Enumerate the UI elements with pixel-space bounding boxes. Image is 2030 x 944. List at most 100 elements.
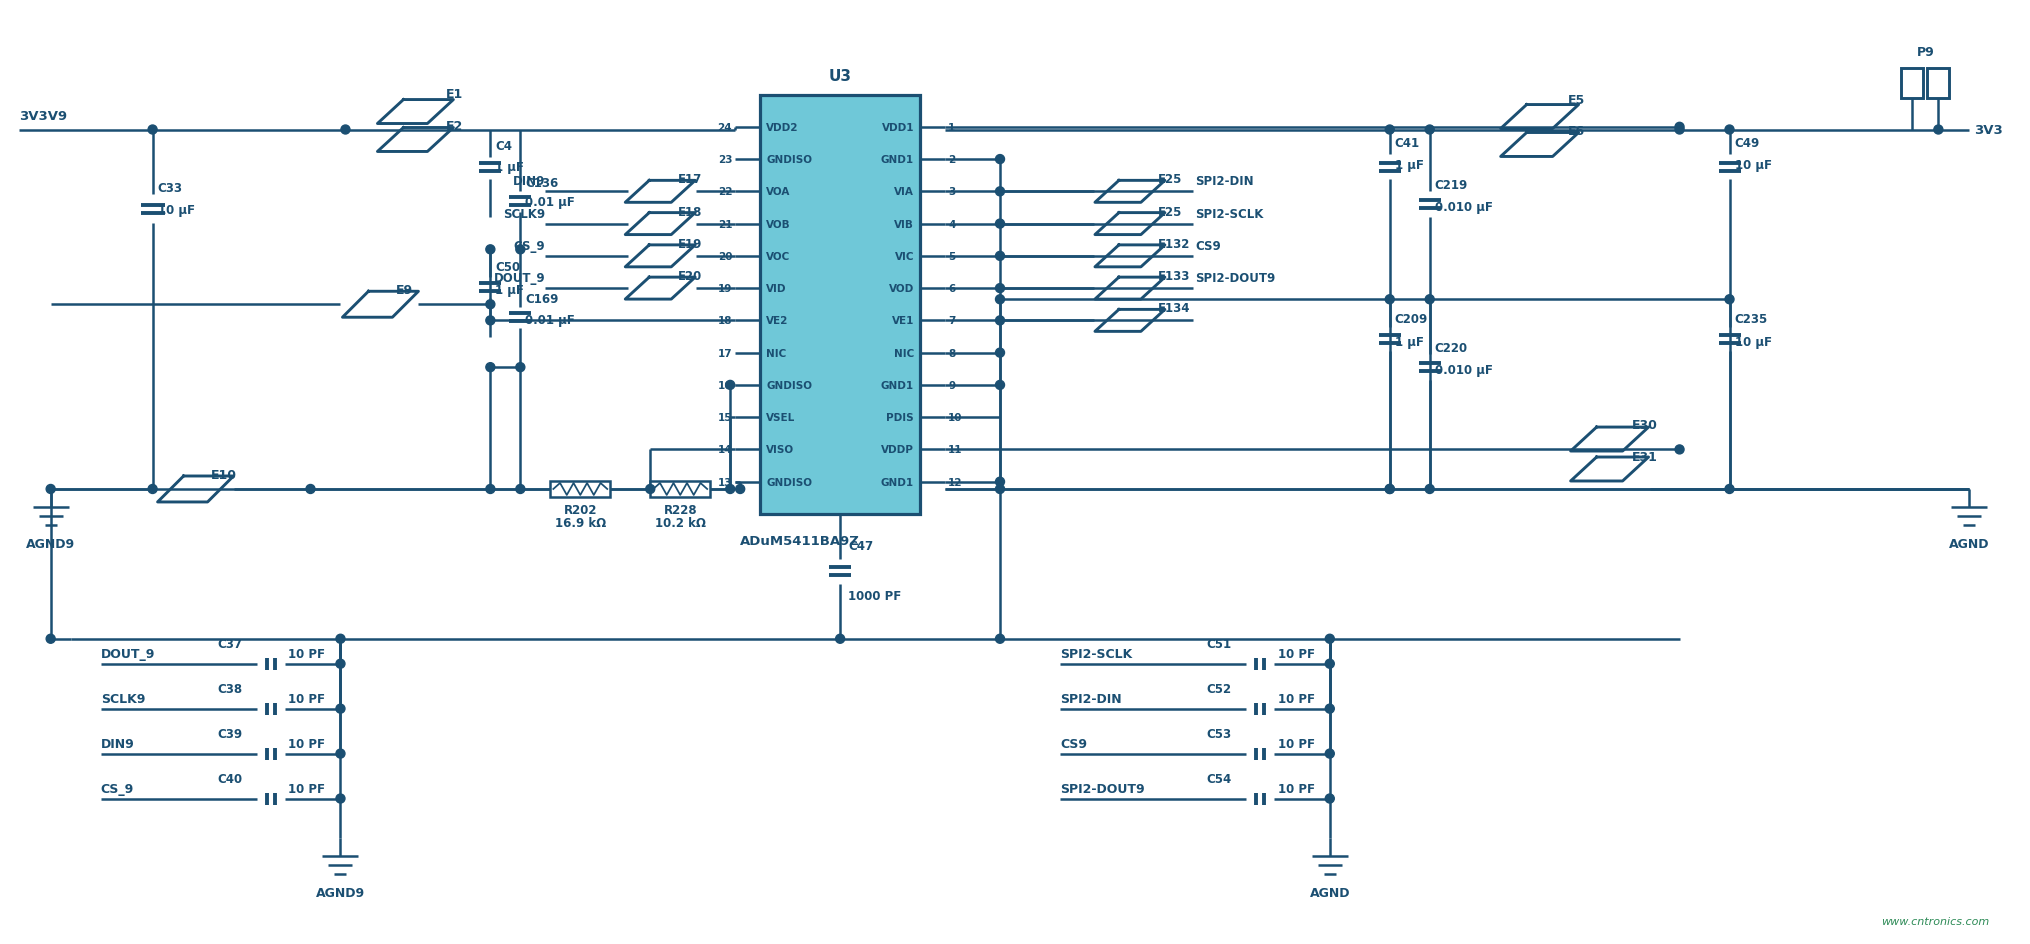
Text: VIB: VIB xyxy=(893,219,914,229)
Text: CS_9: CS_9 xyxy=(514,240,546,253)
Text: SPI2-SCLK: SPI2-SCLK xyxy=(1196,208,1263,220)
Circle shape xyxy=(995,381,1005,390)
Text: C40: C40 xyxy=(217,772,242,784)
Text: AGND: AGND xyxy=(1949,537,1989,550)
Circle shape xyxy=(725,381,735,390)
Text: E18: E18 xyxy=(678,206,702,218)
Text: C220: C220 xyxy=(1435,342,1468,355)
Circle shape xyxy=(1675,123,1685,132)
Text: C49: C49 xyxy=(1734,137,1760,150)
Circle shape xyxy=(485,245,495,255)
Text: 3V3V9: 3V3V9 xyxy=(18,110,67,123)
Text: 24: 24 xyxy=(717,123,733,133)
Text: E5: E5 xyxy=(1567,93,1585,107)
Text: C169: C169 xyxy=(526,293,558,306)
Text: 15: 15 xyxy=(719,413,733,423)
Bar xyxy=(550,481,611,497)
Circle shape xyxy=(516,485,526,494)
Text: SPI2-DIN: SPI2-DIN xyxy=(1060,692,1123,705)
Text: 1 µF: 1 µF xyxy=(1395,159,1423,172)
Text: C54: C54 xyxy=(1206,772,1232,784)
Bar xyxy=(650,481,710,497)
Circle shape xyxy=(995,485,1005,494)
Text: SPI2-SCLK: SPI2-SCLK xyxy=(1060,647,1133,660)
Circle shape xyxy=(148,126,156,135)
Text: VOC: VOC xyxy=(765,252,790,261)
Circle shape xyxy=(47,485,55,494)
Text: VOD: VOD xyxy=(889,284,914,294)
Text: E1: E1 xyxy=(445,88,463,100)
Text: 10 PF: 10 PF xyxy=(1277,737,1315,750)
Circle shape xyxy=(1425,295,1435,304)
Text: 10 PF: 10 PF xyxy=(288,737,325,750)
Circle shape xyxy=(485,300,495,310)
Circle shape xyxy=(1384,295,1395,304)
Circle shape xyxy=(995,634,1005,644)
Circle shape xyxy=(1384,485,1395,494)
Text: 10 PF: 10 PF xyxy=(288,782,325,795)
Text: U3: U3 xyxy=(828,69,853,83)
Circle shape xyxy=(485,485,495,494)
Text: E19: E19 xyxy=(678,238,702,250)
Text: ADuM5411BA9Z: ADuM5411BA9Z xyxy=(741,534,861,548)
Text: GNDISO: GNDISO xyxy=(765,477,812,487)
Text: AGND: AGND xyxy=(1309,886,1350,900)
Text: 1 µF: 1 µF xyxy=(1395,335,1423,348)
Text: 1 µF: 1 µF xyxy=(495,160,524,174)
Text: 5: 5 xyxy=(948,252,956,261)
Text: GNDISO: GNDISO xyxy=(765,380,812,391)
Circle shape xyxy=(1326,634,1334,644)
Text: 17: 17 xyxy=(717,348,733,359)
Text: E25: E25 xyxy=(1157,173,1181,186)
Text: E30: E30 xyxy=(1632,418,1656,431)
Text: 10 PF: 10 PF xyxy=(1277,692,1315,705)
Text: 8: 8 xyxy=(948,348,956,359)
Text: VOB: VOB xyxy=(765,219,792,229)
Circle shape xyxy=(1935,126,1943,135)
Text: 23: 23 xyxy=(719,155,733,165)
Circle shape xyxy=(646,485,656,494)
Text: 0.010 µF: 0.010 µF xyxy=(1435,201,1492,213)
Circle shape xyxy=(1326,750,1334,758)
Text: 0.01 µF: 0.01 µF xyxy=(526,313,574,327)
Text: 3V3: 3V3 xyxy=(1975,124,2004,137)
Text: NIC: NIC xyxy=(765,348,786,359)
Text: VISO: VISO xyxy=(765,445,794,455)
Circle shape xyxy=(1726,126,1734,135)
Circle shape xyxy=(735,485,745,494)
Circle shape xyxy=(485,363,495,372)
Text: C41: C41 xyxy=(1395,137,1419,150)
Text: 10 µF: 10 µF xyxy=(1734,159,1772,172)
Circle shape xyxy=(516,245,526,255)
Text: 14: 14 xyxy=(717,445,733,455)
Text: E134: E134 xyxy=(1157,302,1190,315)
Text: C219: C219 xyxy=(1435,179,1468,193)
Text: E25: E25 xyxy=(1157,206,1181,218)
Circle shape xyxy=(995,478,1005,487)
Text: E17: E17 xyxy=(678,173,702,186)
Circle shape xyxy=(995,316,1005,326)
Circle shape xyxy=(1425,485,1435,494)
Circle shape xyxy=(341,126,349,135)
Text: 10 µF: 10 µF xyxy=(1734,335,1772,348)
Text: SPI2-DIN: SPI2-DIN xyxy=(1196,176,1253,188)
Circle shape xyxy=(335,794,345,803)
Text: VIA: VIA xyxy=(893,187,914,197)
Text: C37: C37 xyxy=(217,637,242,650)
Text: VIC: VIC xyxy=(895,252,914,261)
Text: 10 PF: 10 PF xyxy=(1277,647,1315,660)
Text: NIC: NIC xyxy=(893,348,914,359)
Circle shape xyxy=(725,485,735,494)
Text: 2: 2 xyxy=(948,155,956,165)
Circle shape xyxy=(1675,126,1685,135)
Text: DIN9: DIN9 xyxy=(102,737,134,750)
Circle shape xyxy=(995,188,1005,196)
Circle shape xyxy=(148,485,156,494)
Text: GNDISO: GNDISO xyxy=(765,155,812,165)
Text: SPI2-DOUT9: SPI2-DOUT9 xyxy=(1060,782,1145,795)
Circle shape xyxy=(335,704,345,714)
Text: 1 µF: 1 µF xyxy=(495,283,524,296)
Text: E20: E20 xyxy=(678,270,702,283)
Circle shape xyxy=(1326,660,1334,668)
Text: C51: C51 xyxy=(1206,637,1232,650)
